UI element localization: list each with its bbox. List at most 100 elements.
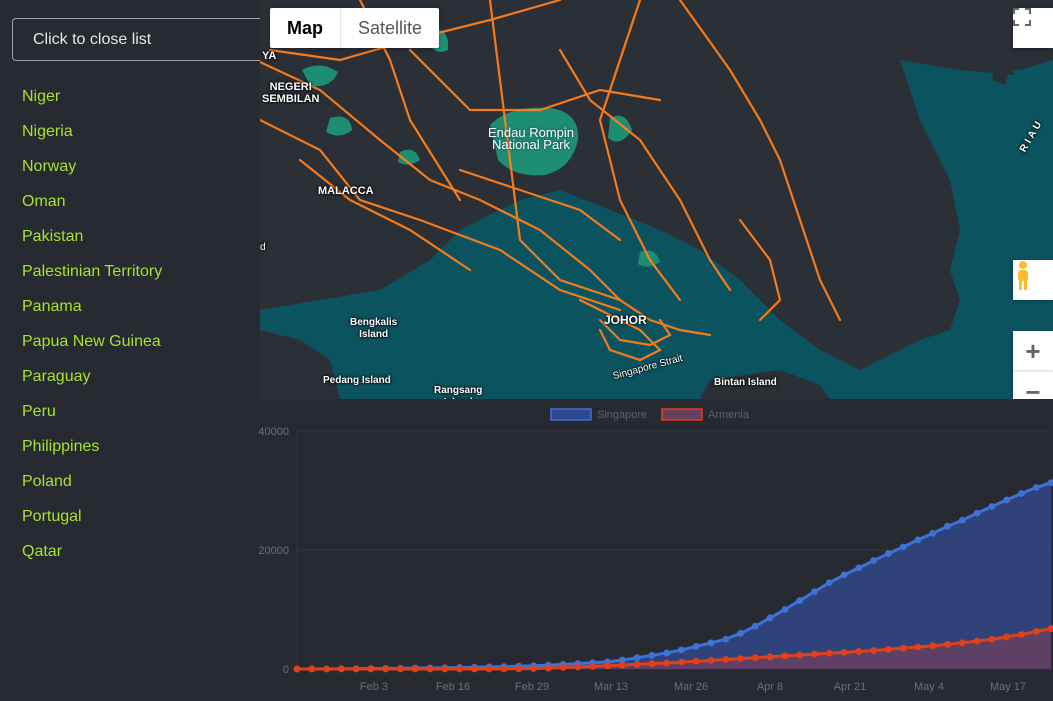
data-point: [544, 664, 552, 672]
park-3: [608, 115, 632, 142]
series-area: [297, 628, 1051, 669]
map-canvas[interactable]: [260, 0, 1053, 399]
data-point: [707, 639, 715, 647]
legend-label: Singapore: [597, 409, 647, 421]
data-point: [914, 643, 922, 651]
map-view[interactable]: YA NEGERI SEMBILAN MALACCA Endau Rompin …: [260, 0, 1053, 399]
data-point: [677, 658, 685, 666]
zoom-out-button[interactable]: −: [1013, 371, 1053, 399]
country-item[interactable]: Qatar: [22, 543, 63, 560]
country-list: Niger Nigeria Norway Oman Pakistan Palestinia…: [22, 79, 162, 569]
country-item[interactable]: Paraguay: [22, 368, 91, 385]
data-point: [293, 665, 301, 673]
map-label-bengkalis: Bengkalis Island: [350, 317, 398, 340]
data-point: [456, 665, 464, 673]
data-point: [633, 654, 641, 662]
data-point: [929, 529, 937, 537]
data-point: [899, 543, 907, 551]
country-item[interactable]: Peru: [22, 403, 56, 420]
data-point: [411, 665, 419, 673]
data-point: [367, 665, 375, 673]
country-item[interactable]: Panama: [22, 298, 82, 315]
riau-island-small: [992, 65, 1010, 85]
data-point: [796, 597, 804, 604]
legend-swatch: [661, 408, 703, 421]
country-item[interactable]: Niger: [22, 88, 61, 105]
data-point: [471, 665, 478, 673]
legend-swatch: [550, 408, 592, 421]
x-tick-label: Mar 26: [674, 681, 708, 693]
data-point: [988, 503, 996, 510]
country-item[interactable]: Poland: [22, 473, 72, 490]
x-tick-label: Feb 16: [436, 681, 470, 693]
map-label-rangsang: Rangsang Island: [434, 385, 483, 399]
data-point: [337, 665, 345, 673]
data-point: [722, 656, 730, 663]
data-point: [988, 635, 996, 643]
map-type-map-button[interactable]: Map: [270, 8, 341, 48]
map-type-toggle: Map Satellite: [270, 8, 440, 48]
map-type-satellite-button[interactable]: Satellite: [358, 18, 423, 38]
data-point: [944, 522, 951, 530]
zoom-in-button[interactable]: +: [1013, 331, 1053, 371]
map-label-bintan: Bintan Island: [714, 377, 777, 388]
country-item[interactable]: Oman: [22, 193, 66, 210]
data-point: [973, 637, 981, 645]
data-point: [441, 665, 449, 673]
close-list-button[interactable]: Click to close list: [12, 18, 270, 61]
data-point: [884, 550, 892, 557]
data-point: [855, 648, 863, 655]
data-point: [589, 662, 597, 670]
country-item[interactable]: Nigeria: [22, 123, 73, 140]
data-point: [796, 651, 804, 659]
data-point: [1047, 625, 1053, 632]
data-point: [929, 642, 937, 650]
country-item[interactable]: Philippines: [22, 438, 100, 455]
data-point: [308, 665, 316, 673]
data-point: [574, 663, 582, 671]
country-item[interactable]: Norway: [22, 158, 77, 175]
country-sidebar: Click to close list Niger Nigeria Norway Om…: [0, 0, 270, 701]
country-item[interactable]: Portugal: [22, 508, 82, 525]
data-point: [1003, 496, 1011, 504]
x-tick-label: Apr 21: [834, 681, 866, 693]
x-tick-label: May 4: [914, 681, 944, 693]
x-tick-label: May 17: [990, 681, 1026, 693]
country-item[interactable]: Pakistan: [22, 228, 84, 245]
street-view-button[interactable]: [1013, 260, 1053, 300]
data-point: [663, 649, 671, 657]
endau-park: [490, 107, 579, 176]
data-point: [766, 653, 774, 661]
fullscreen-icon: [1013, 8, 1031, 26]
data-point: [500, 665, 508, 673]
data-point: [618, 656, 626, 664]
data-point: [618, 661, 626, 669]
data-point: [737, 655, 744, 662]
legend-label: Armenia: [708, 409, 750, 421]
data-point: [352, 665, 360, 673]
data-point: [944, 640, 951, 648]
data-point: [663, 659, 671, 667]
data-point: [781, 606, 789, 613]
data-point: [973, 509, 981, 517]
data-point: [1047, 479, 1053, 487]
park-2: [326, 116, 352, 136]
data-point: [825, 649, 833, 657]
data-point: [751, 622, 759, 630]
country-item[interactable]: Papua New Guinea: [22, 333, 161, 350]
data-point: [1018, 631, 1025, 638]
data-point: [870, 647, 877, 654]
fullscreen-button[interactable]: [1013, 8, 1053, 48]
map-label-johor: JOHOR: [604, 313, 647, 327]
country-item[interactable]: Palestinian Territory: [22, 263, 163, 280]
map-label-malacca: MALACCA: [318, 185, 374, 197]
x-tick-label: Feb 29: [515, 681, 549, 693]
data-point: [884, 645, 892, 653]
data-point: [958, 516, 966, 524]
data-point: [766, 614, 774, 622]
sumatra-edge: [260, 330, 340, 399]
data-point: [722, 635, 730, 643]
data-point: [855, 564, 863, 572]
data-point: [1018, 490, 1025, 497]
y-tick-label: 20000: [258, 545, 289, 557]
